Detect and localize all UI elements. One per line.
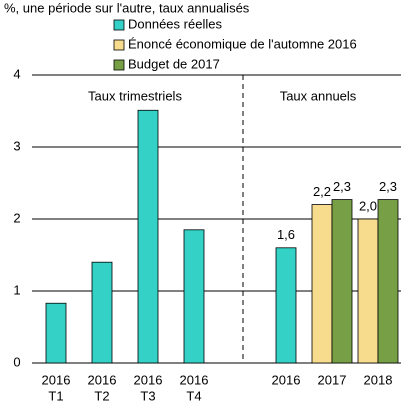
x-tick-label: 2016 — [180, 372, 209, 387]
x-tick-label: T1 — [48, 388, 63, 403]
annotation: Taux annuels — [280, 88, 357, 103]
x-tick-label: T2 — [94, 388, 109, 403]
data-label: 1,6 — [277, 227, 295, 242]
x-tick-label: 2016 — [272, 372, 301, 387]
legend-swatch — [113, 59, 125, 71]
bar — [137, 109, 159, 364]
data-label: 2,3 — [379, 179, 397, 194]
bar — [377, 199, 399, 364]
x-tick-label: 2017 — [318, 372, 347, 387]
x-tick-label: 2018 — [364, 372, 393, 387]
legend-label: Énoncé économique de l'automne 2016 — [128, 36, 357, 51]
annotation: Taux trimestriels — [88, 88, 182, 103]
bar — [91, 261, 113, 364]
data-label: 2,2 — [313, 184, 331, 199]
x-tick-label: T3 — [140, 388, 155, 403]
legend-label: Données réelles — [128, 16, 222, 31]
bar — [45, 302, 67, 364]
bar — [183, 229, 205, 364]
x-tick-label: 2016 — [134, 372, 163, 387]
x-tick-label: 2016 — [88, 372, 117, 387]
chart-title: %, une période sur l'autre, taux annuali… — [4, 0, 250, 15]
x-tick-label: 2016 — [42, 372, 71, 387]
bar — [357, 218, 379, 364]
bar — [311, 204, 333, 364]
bar — [275, 247, 297, 364]
y-tick-label: 0 — [13, 354, 20, 369]
data-label: 2,0 — [359, 198, 377, 213]
legend-label: Budget de 2017 — [128, 56, 220, 71]
y-tick-label: 4 — [13, 66, 20, 81]
y-tick-label: 3 — [13, 138, 20, 153]
legend-swatch — [113, 39, 125, 51]
data-label: 2,3 — [333, 179, 351, 194]
y-tick-label: 2 — [13, 210, 20, 225]
x-tick-label: T4 — [186, 388, 201, 403]
y-tick-label: 1 — [13, 282, 20, 297]
bar — [331, 199, 353, 364]
legend-swatch — [113, 19, 125, 31]
